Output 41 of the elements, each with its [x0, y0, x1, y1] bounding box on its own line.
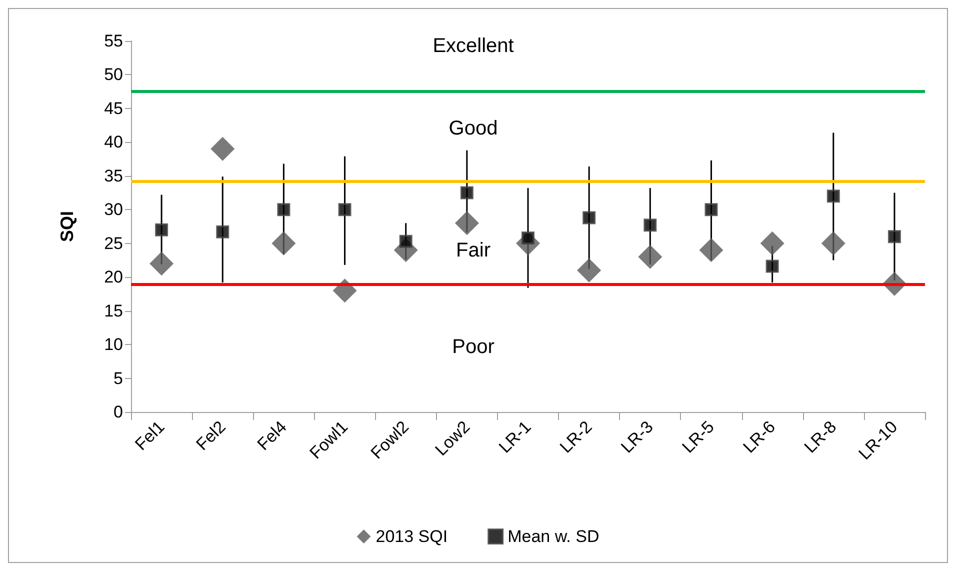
annotation: Fair — [456, 240, 491, 262]
y-tick-label: 5 — [114, 368, 123, 388]
y-axis-title: SQI — [57, 210, 77, 242]
point — [210, 136, 235, 161]
annotation: Poor — [452, 336, 495, 358]
point — [699, 238, 724, 262]
point — [766, 260, 779, 273]
y-tick-label: 35 — [104, 166, 123, 186]
point — [216, 225, 230, 238]
y-tick-label: 45 — [104, 98, 123, 118]
point — [338, 203, 352, 216]
point — [582, 211, 596, 224]
y-tick-label: 25 — [104, 234, 123, 253]
point — [155, 223, 168, 236]
annotation: Good — [448, 118, 498, 140]
y-tick-label: 20 — [104, 268, 123, 287]
y-tick-label: 50 — [104, 65, 123, 84]
x-tick-label: Fel1 — [131, 417, 168, 454]
point — [760, 231, 784, 256]
point — [821, 231, 846, 256]
point — [272, 231, 296, 256]
y-tick-label: 15 — [104, 301, 123, 320]
y-tick-label: 10 — [104, 335, 123, 354]
point — [577, 258, 602, 282]
point — [826, 190, 840, 203]
point — [704, 203, 718, 216]
point — [454, 211, 479, 236]
point — [460, 186, 474, 200]
point — [638, 244, 662, 269]
y-tick-label: 40 — [104, 132, 123, 152]
point — [150, 252, 174, 276]
annotation: Excellent — [432, 34, 514, 57]
point — [644, 218, 657, 232]
y-tick-label: 0 — [114, 402, 123, 422]
y-tick-label: 30 — [104, 200, 123, 220]
y-tick-label: 55 — [104, 32, 123, 50]
point — [399, 234, 412, 248]
legend-label: Mean w. SD — [508, 527, 600, 546]
point — [888, 230, 901, 244]
legend-label: 2013 SQI — [376, 527, 448, 546]
point — [277, 203, 290, 216]
